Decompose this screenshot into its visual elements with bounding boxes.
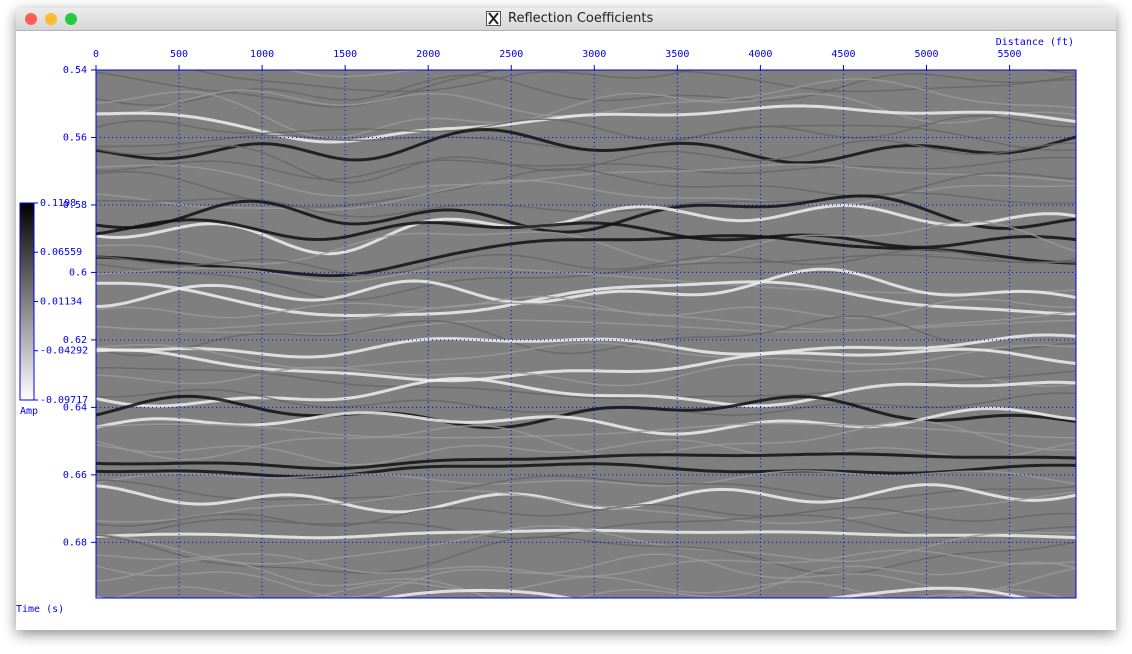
colorbar: [19, 202, 35, 401]
x-tick-label: 3500: [665, 49, 689, 60]
reflection: [96, 504, 1076, 527]
x-tick-label: 4500: [831, 49, 855, 60]
reflection: [96, 483, 1076, 514]
reflection: [96, 377, 1076, 408]
reflection: [96, 347, 1076, 383]
minimize-button[interactable]: [45, 13, 57, 25]
reflection: [96, 422, 1076, 439]
reflection: [96, 73, 1076, 106]
reflection: [96, 558, 1076, 598]
reflection: [96, 104, 1076, 144]
reflection: [96, 179, 1076, 211]
x-tick-label: 3000: [582, 49, 606, 60]
close-button[interactable]: [25, 13, 37, 25]
reflection: [96, 525, 1076, 565]
y-axis-label: Time (s): [16, 604, 64, 615]
reflection: [96, 452, 1076, 471]
reflection: [96, 439, 1076, 466]
colorbar-tick-label: 0.01134: [40, 296, 82, 307]
reflection: [91, 601, 1081, 639]
reflection: [96, 489, 1076, 525]
x-tick-label: 5500: [998, 49, 1022, 60]
x-icon: [486, 11, 501, 26]
reflection: [96, 234, 1076, 278]
reflection: [96, 528, 1076, 540]
x-tick-label: 2000: [416, 49, 440, 60]
x-tick-label: 0: [93, 49, 99, 60]
reflection: [96, 163, 1076, 197]
reflection: [96, 254, 1076, 301]
colorbar-tick-label: -0.09717: [40, 395, 88, 406]
y-tick-label: 0.54: [63, 65, 87, 76]
y-tick-label: 0.56: [63, 132, 87, 143]
y-tick-label: 0.62: [63, 335, 87, 346]
title-bar: Reflection Coefficients: [16, 8, 1116, 31]
zoom-button[interactable]: [65, 13, 77, 25]
x-axis-label: Distance (ft): [996, 37, 1074, 48]
y-tick-label: 0.66: [63, 470, 87, 481]
reflection: [96, 280, 1076, 317]
reflection: [96, 553, 1076, 598]
x-tick-label: 500: [170, 49, 188, 60]
reflection: [96, 363, 1076, 388]
window-title: Reflection Coefficients: [508, 11, 654, 26]
reflection: [96, 333, 1076, 359]
reflection: [96, 91, 1076, 139]
x-tick-label: 4000: [748, 49, 772, 60]
colorbar-label: Amp: [20, 406, 38, 417]
reflection: [96, 70, 1076, 108]
reflection: [96, 267, 1076, 295]
reflection: [96, 139, 1076, 184]
reflection: [96, 194, 1076, 234]
x-tick-label: 1500: [333, 49, 357, 60]
colorbar-tick-label: 0.06559: [40, 247, 82, 258]
reflection: [96, 267, 1076, 308]
reflection: [96, 248, 1076, 276]
colorbar-tick-label: 0.1198: [40, 198, 76, 209]
reflection: [96, 302, 1076, 331]
reflection: [96, 475, 1076, 501]
plot-frame: [95, 69, 1077, 599]
reflection: [96, 315, 1076, 357]
reflection: [96, 295, 1076, 319]
reflection: [193, 70, 1076, 93]
reflection: [96, 218, 1076, 249]
reflection: [96, 204, 1076, 256]
reflection: [914, 593, 999, 598]
reflection: [96, 156, 1076, 180]
x-tick-label: 1000: [250, 49, 274, 60]
y-tick-label: 0.68: [63, 537, 87, 548]
reflection: [96, 192, 1076, 218]
x-tick-label: 5000: [914, 49, 938, 60]
reflection: [96, 342, 1076, 370]
y-tick-label: 0.64: [63, 402, 87, 413]
reflection: [96, 586, 1032, 598]
reflection: [96, 319, 1076, 335]
y-tick-label: 0.58: [63, 200, 87, 211]
y-tick-label: 0.6: [69, 267, 87, 278]
x-tick-label: 2500: [499, 49, 523, 60]
colorbar-tick-label: -0.04292: [40, 346, 88, 357]
reflection: [96, 534, 1076, 575]
